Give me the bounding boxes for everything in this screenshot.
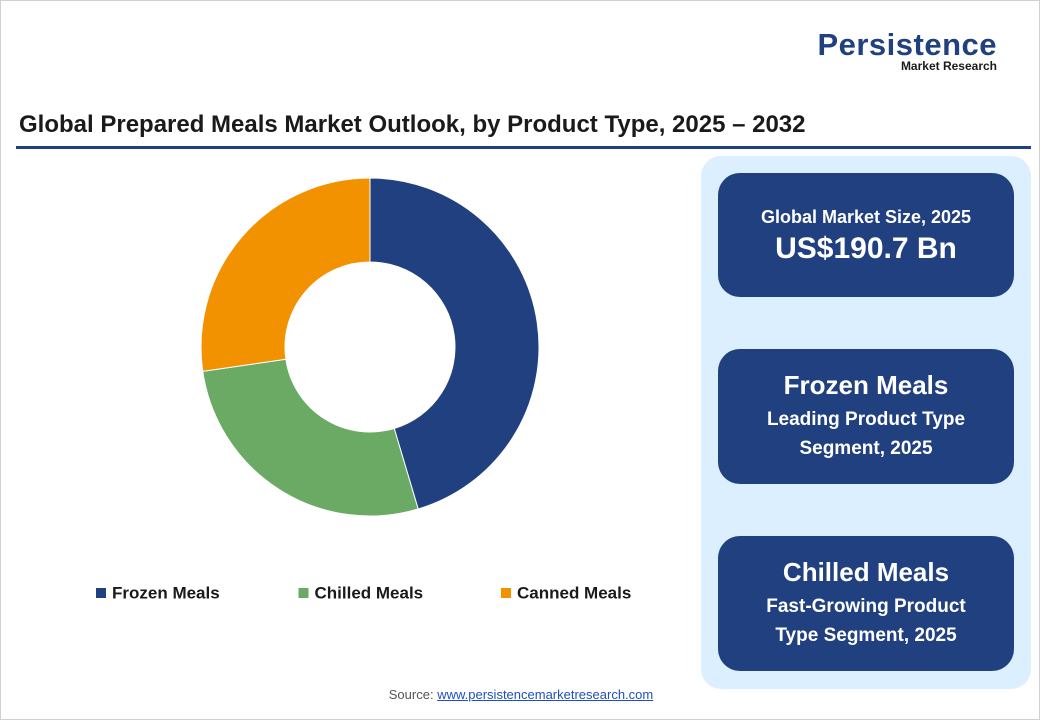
card-heading: Frozen Meals (783, 370, 949, 400)
chart-title: Global Prepared Meals Market Outlook, by… (19, 111, 806, 138)
legend-swatch (298, 588, 309, 598)
donut-segment (369, 177, 540, 510)
donut-segment (200, 177, 371, 372)
source-label: Source: (388, 687, 434, 702)
logo-name: Persistence (817, 27, 997, 62)
card-value: Fast-Growing Product Type Segment, 2025 (766, 596, 966, 646)
card: Global Market Size, 2025 US$190.7 Bn (718, 173, 1014, 297)
card-value: US$190.7 Bn (775, 232, 957, 265)
card-heading: Global Market Size, 2025 (760, 207, 972, 227)
card: Frozen Meals Leading Product Type Segmen… (718, 349, 1014, 484)
legend-label: Canned Meals (517, 583, 631, 602)
chart: Frozen Meals Chilled Meals Canned Meals (96, 177, 631, 602)
card-value: Leading Product Type Segment, 2025 (766, 409, 966, 459)
legend-swatch (501, 588, 511, 598)
title-rule (16, 146, 1031, 149)
donut-segment (202, 358, 419, 517)
logo-tagline: Market Research (900, 59, 997, 73)
legend-label: Chilled Meals (315, 583, 424, 602)
legend-label: Frozen Meals (112, 583, 220, 602)
legend-swatch (96, 588, 106, 598)
card-heading: Chilled Meals (782, 557, 950, 587)
source-link[interactable]: www.persistencemarketresearch.com (437, 687, 654, 702)
source: Source: www.persistencemarketresearch.co… (1, 687, 1039, 702)
card: Chilled Meals Fast-Growing Product Type … (718, 536, 1014, 671)
